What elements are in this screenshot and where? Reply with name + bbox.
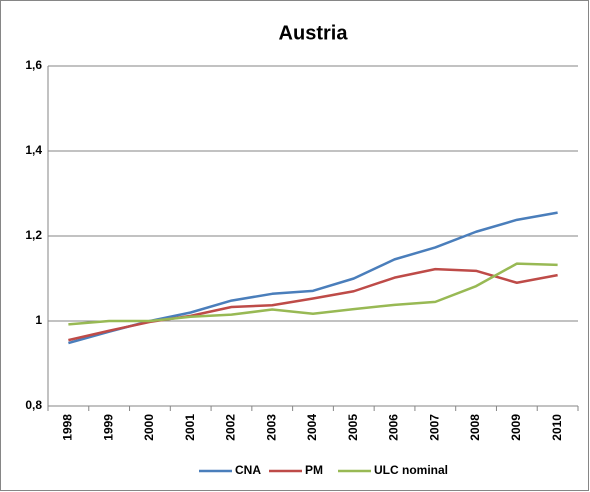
x-tick-label: 2009 xyxy=(509,414,523,441)
x-tick-label: 2003 xyxy=(264,414,278,441)
y-tick-label: 1,6 xyxy=(25,58,42,72)
series-line xyxy=(68,262,558,326)
x-tick-label: 2010 xyxy=(550,414,564,441)
x-tick-label: 2008 xyxy=(468,414,482,441)
y-tick-label: 1 xyxy=(35,313,42,327)
chart-title: Austria xyxy=(279,22,349,44)
x-tick-label: 2002 xyxy=(224,414,238,441)
legend-label: CNA xyxy=(235,463,261,477)
x-tick-label: 2007 xyxy=(427,414,441,441)
legend-label: PM xyxy=(305,463,323,477)
x-tick-label: 2004 xyxy=(305,414,319,441)
y-tick-label: 1,4 xyxy=(25,143,42,157)
y-tick-label: 1,2 xyxy=(25,228,42,242)
x-tick-label: 2006 xyxy=(387,414,401,441)
x-tick-label: 2005 xyxy=(346,414,360,441)
x-tick-label: 1998 xyxy=(61,414,75,441)
x-tick-label: 1999 xyxy=(101,414,115,441)
x-tick-label: 2000 xyxy=(142,414,156,441)
x-tick-label: 2001 xyxy=(183,414,197,441)
legend-label: ULC nominal xyxy=(374,463,448,477)
y-tick-label: 0,8 xyxy=(25,398,42,412)
